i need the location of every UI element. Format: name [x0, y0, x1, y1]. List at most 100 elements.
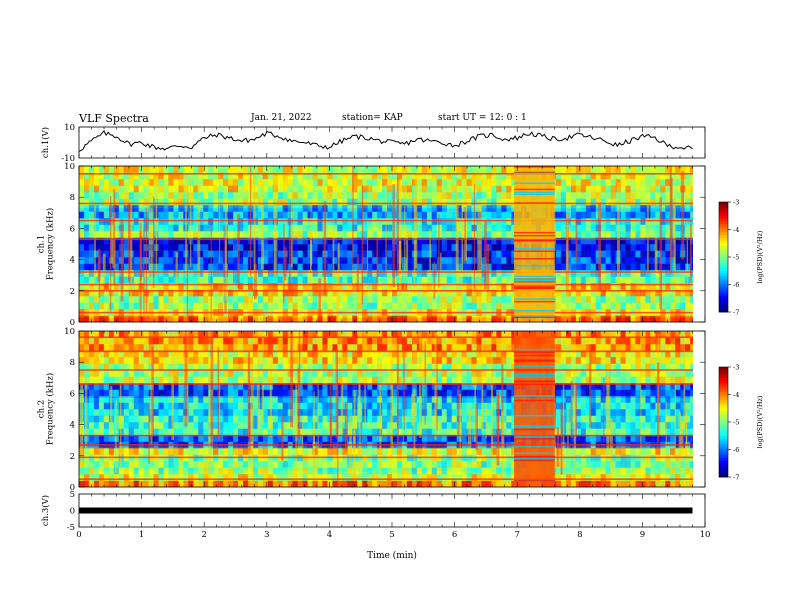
spec1-cell	[238, 237, 244, 245]
spec2-cell	[88, 337, 95, 345]
spec1-cell	[481, 185, 487, 193]
spec1-cell	[108, 283, 115, 290]
spec1-cell	[406, 276, 413, 284]
spec2-cell	[108, 480, 115, 488]
spec2-cell	[392, 396, 398, 403]
spec2-cell	[133, 337, 140, 345]
spec2-cell	[302, 480, 308, 488]
spec1-cell	[446, 283, 453, 290]
spec2-cell	[267, 350, 274, 358]
spec2-cell	[84, 350, 90, 358]
spec1-harmonic-line	[79, 283, 705, 286]
spec1-cell	[675, 289, 681, 297]
spec2-cell	[352, 363, 358, 371]
spec1-cell	[456, 250, 462, 258]
spec1-cell	[233, 237, 239, 245]
spec1-cell	[640, 198, 646, 206]
spec1-cell	[560, 231, 567, 238]
spec2-cell	[198, 415, 204, 423]
spec1-cell	[238, 302, 244, 310]
spec1-cell	[481, 250, 487, 258]
spec2-cell	[292, 480, 298, 488]
spec2-cell	[367, 409, 373, 416]
spec1-cell	[347, 315, 353, 323]
spec1-cell	[88, 198, 95, 206]
spec1-cell	[213, 224, 219, 232]
spec1-streak	[484, 220, 487, 290]
spec1-cell	[357, 166, 363, 173]
spec1-cell	[680, 296, 686, 303]
spec1-cell	[377, 296, 383, 303]
spec1-streak	[455, 192, 459, 292]
spec1-cell	[625, 244, 631, 251]
spec1-cell	[406, 302, 413, 310]
spec2-cell	[262, 357, 269, 364]
spec2-cell	[79, 350, 85, 358]
spec1-cell	[466, 166, 472, 173]
spec1-cell	[272, 276, 279, 284]
spec1-cell	[387, 257, 393, 264]
spec1-cell	[228, 172, 234, 180]
spec2-cell	[372, 448, 378, 455]
spec1-cell	[446, 179, 453, 186]
spec1-cell	[297, 289, 303, 297]
spec1-cell	[377, 315, 383, 323]
spec2-cell	[93, 461, 100, 468]
spec1-cell	[203, 296, 209, 303]
spec1-cell	[247, 315, 254, 323]
spec1-cell	[655, 283, 661, 290]
spec1-cell	[292, 198, 298, 206]
spec2-cell	[123, 337, 130, 345]
spec2-cell	[168, 337, 174, 345]
spec1-cell	[660, 283, 666, 290]
spec2-cell	[108, 331, 115, 338]
spec1-cell	[327, 289, 333, 297]
spec1-cell	[88, 296, 95, 303]
spec2-cell	[198, 331, 204, 338]
spec1-cell	[650, 179, 656, 186]
spec1-cell	[560, 257, 567, 264]
spec1-cell	[655, 244, 661, 251]
spec2-cell	[357, 480, 363, 488]
spec1-cell	[88, 224, 95, 232]
spec1-cell	[93, 211, 100, 219]
spec1-cell	[685, 179, 691, 186]
spec1-cell	[575, 231, 582, 238]
spec1-cell	[193, 257, 199, 264]
spec1-cell	[416, 302, 423, 310]
spec2-cell	[302, 344, 308, 351]
spec1-cell	[332, 211, 338, 219]
spec2-cell	[123, 370, 130, 377]
spec2-cell	[203, 389, 209, 397]
spec1-harmonic-line	[79, 238, 705, 241]
spec1-cell	[565, 296, 572, 303]
spec1-cell	[183, 283, 189, 290]
spec1-cell	[580, 244, 587, 251]
spec1-cell	[93, 276, 100, 284]
spec1-cell	[655, 205, 661, 212]
spec2-cell	[312, 415, 318, 423]
spec1-cell	[595, 185, 602, 193]
spec1-cell	[312, 185, 318, 193]
spec1-cell	[625, 166, 631, 173]
spec2-cell	[168, 415, 174, 423]
spec1-cell	[352, 224, 358, 232]
spec1-cell	[690, 289, 696, 297]
spec2-cell	[397, 415, 403, 423]
spec2-cell	[312, 383, 318, 390]
spec1-cell	[630, 302, 636, 310]
spec1-cell	[352, 237, 358, 245]
spec1-cell	[595, 315, 602, 323]
spec2-cell	[372, 363, 378, 371]
spec2-cell	[88, 383, 95, 390]
spec2-cell	[158, 480, 164, 488]
spec2-cell	[233, 409, 239, 416]
spec2-cell	[188, 428, 194, 436]
spec1-cell	[158, 276, 164, 284]
spec2-cell	[262, 344, 269, 351]
spec2-cell	[252, 448, 259, 455]
spec1-cell	[357, 231, 363, 238]
spec1-event-line	[514, 300, 555, 303]
spec1-cell	[158, 244, 164, 251]
spec1-cell	[665, 270, 671, 277]
